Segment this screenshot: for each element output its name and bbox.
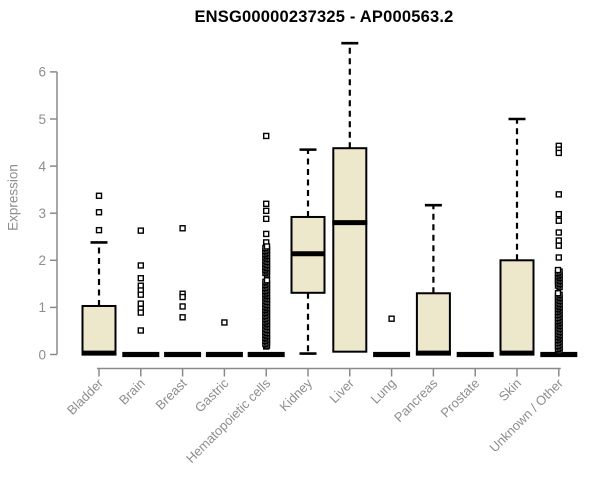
chart-title: ENSG00000237325 - AP000563.2 bbox=[194, 8, 454, 26]
x-tick-label: Breast bbox=[153, 375, 190, 412]
box-body bbox=[499, 259, 535, 356]
outlier-point bbox=[95, 209, 103, 216]
box-group-liver bbox=[332, 41, 368, 353]
outlier-point bbox=[137, 227, 145, 234]
collapsed-box bbox=[205, 351, 243, 358]
x-tick-label: Unknown / Other bbox=[486, 375, 566, 455]
outlier-point bbox=[554, 290, 562, 297]
outlier-point bbox=[555, 210, 562, 218]
outlier-point bbox=[221, 319, 228, 326]
x-tick-label: Prostate bbox=[437, 376, 482, 421]
box-body bbox=[332, 147, 368, 353]
outlier-point bbox=[137, 300, 145, 307]
outlier-point bbox=[555, 237, 562, 244]
box-group-brain bbox=[122, 227, 160, 358]
outlier-point bbox=[555, 242, 562, 249]
box-group-prostate bbox=[456, 351, 494, 358]
outlier-point bbox=[137, 309, 145, 316]
box-group-kidney bbox=[290, 148, 326, 355]
outlier-point bbox=[263, 230, 270, 238]
x-tick-label: Skin bbox=[496, 376, 524, 404]
outlier-point bbox=[263, 277, 271, 284]
y-tick-label: 5 bbox=[38, 112, 46, 127]
outlier-point bbox=[263, 132, 270, 140]
outlier-point bbox=[263, 215, 270, 223]
outlier-point bbox=[137, 274, 145, 282]
x-tick-label: Bladder bbox=[64, 375, 107, 418]
x-tick-label: Gastric bbox=[192, 375, 232, 415]
outlier-point bbox=[137, 262, 145, 269]
collapsed-box bbox=[164, 351, 202, 358]
outlier-point bbox=[137, 327, 145, 334]
outlier-point bbox=[263, 200, 270, 207]
box-group-pancreas bbox=[415, 203, 451, 356]
y-axis: 0 1 2 3 4 5 6 bbox=[38, 65, 58, 362]
outlier-point bbox=[179, 225, 186, 232]
y-tick-label: 0 bbox=[38, 347, 46, 362]
outlier-point bbox=[555, 191, 562, 198]
box-group-gastric bbox=[205, 319, 243, 358]
collapsed-box bbox=[373, 351, 411, 358]
box-group-lung bbox=[373, 315, 411, 358]
y-tick-label: 2 bbox=[38, 253, 46, 268]
box-body bbox=[81, 304, 117, 356]
outlier-point bbox=[95, 226, 103, 234]
y-tick-label: 6 bbox=[38, 65, 46, 80]
outlier-point bbox=[137, 291, 145, 298]
box-group-hematopoietic-cells bbox=[247, 132, 285, 358]
x-tick-label: Liver bbox=[326, 375, 357, 406]
outlier-point bbox=[179, 293, 186, 301]
outlier-point bbox=[555, 254, 562, 261]
x-tick-label: Lung bbox=[368, 376, 399, 407]
y-tick-label: 4 bbox=[38, 159, 46, 174]
box-group-bladder bbox=[81, 192, 117, 356]
outlier-point bbox=[554, 266, 562, 274]
outlier-point bbox=[263, 207, 270, 215]
x-tick-label: Brain bbox=[116, 376, 148, 408]
box-group-skin bbox=[499, 117, 535, 356]
box-body bbox=[415, 292, 451, 356]
outlier-point bbox=[555, 229, 562, 236]
box-group-unknown-other bbox=[540, 142, 578, 358]
collapsed-box bbox=[247, 351, 285, 358]
outlier-point bbox=[555, 149, 562, 157]
x-tick-label: Kidney bbox=[276, 375, 315, 414]
outlier-point bbox=[95, 192, 103, 199]
x-tick-label: Pancreas bbox=[391, 375, 441, 425]
box-group-breast bbox=[164, 225, 202, 358]
outlier-point bbox=[179, 314, 186, 321]
outlier-point bbox=[263, 243, 271, 250]
y-tick-label: 3 bbox=[38, 206, 46, 221]
outlier-point bbox=[555, 217, 562, 224]
outlier-point bbox=[179, 303, 186, 310]
outlier-point bbox=[388, 315, 395, 322]
collapsed-box bbox=[122, 351, 160, 358]
y-tick-label: 1 bbox=[38, 300, 46, 315]
collapsed-box bbox=[456, 351, 494, 358]
